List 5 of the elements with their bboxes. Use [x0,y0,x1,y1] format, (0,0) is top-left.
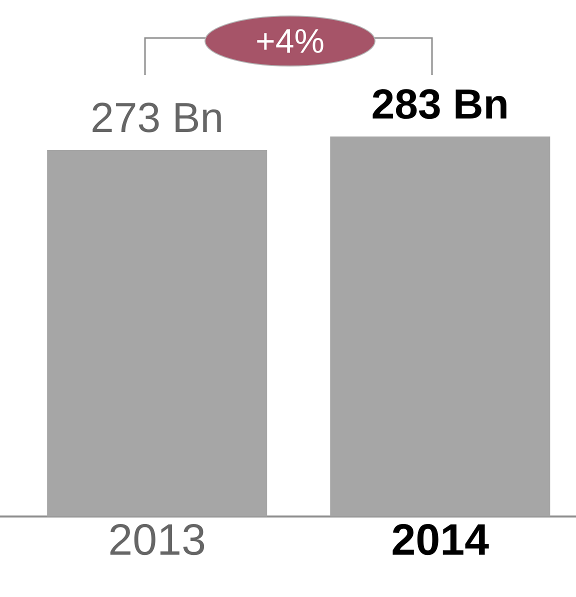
x-tick-label: 2013 [110,524,204,556]
data-label: 273 Bn [92,102,221,132]
data-label: 283 Bn [372,89,506,119]
x-tick-label: 2014 [392,524,489,556]
text: +4% [257,29,324,53]
